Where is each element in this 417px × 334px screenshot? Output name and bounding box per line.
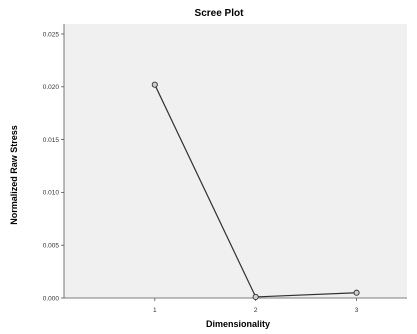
y-tick-label: 0.025	[43, 31, 60, 38]
data-point	[252, 293, 259, 300]
series-layer	[151, 81, 360, 300]
x-axis: 1 2 3	[64, 297, 407, 314]
data-point	[151, 81, 158, 88]
data-point	[353, 289, 360, 296]
y-tick-label: 0.010	[43, 190, 60, 197]
y-tick-label: 0.000	[43, 295, 60, 302]
chart-title: Scree Plot	[195, 8, 245, 19]
x-tick-label: 3	[355, 307, 359, 314]
y-tick-label: 0.005	[43, 243, 60, 250]
y-tick-label: 0.015	[43, 137, 60, 144]
x-axis-title: Dimensionality	[206, 319, 270, 329]
x-tick-label: 2	[254, 307, 258, 314]
y-axis-title: Normalized Raw Stress	[9, 125, 19, 225]
y-axis: 0.000 0.005 0.010 0.015 0.020 0.025	[43, 24, 65, 302]
x-tick-label: 1	[153, 307, 157, 314]
y-tick-label: 0.020	[43, 84, 60, 91]
plot-area	[64, 24, 407, 298]
